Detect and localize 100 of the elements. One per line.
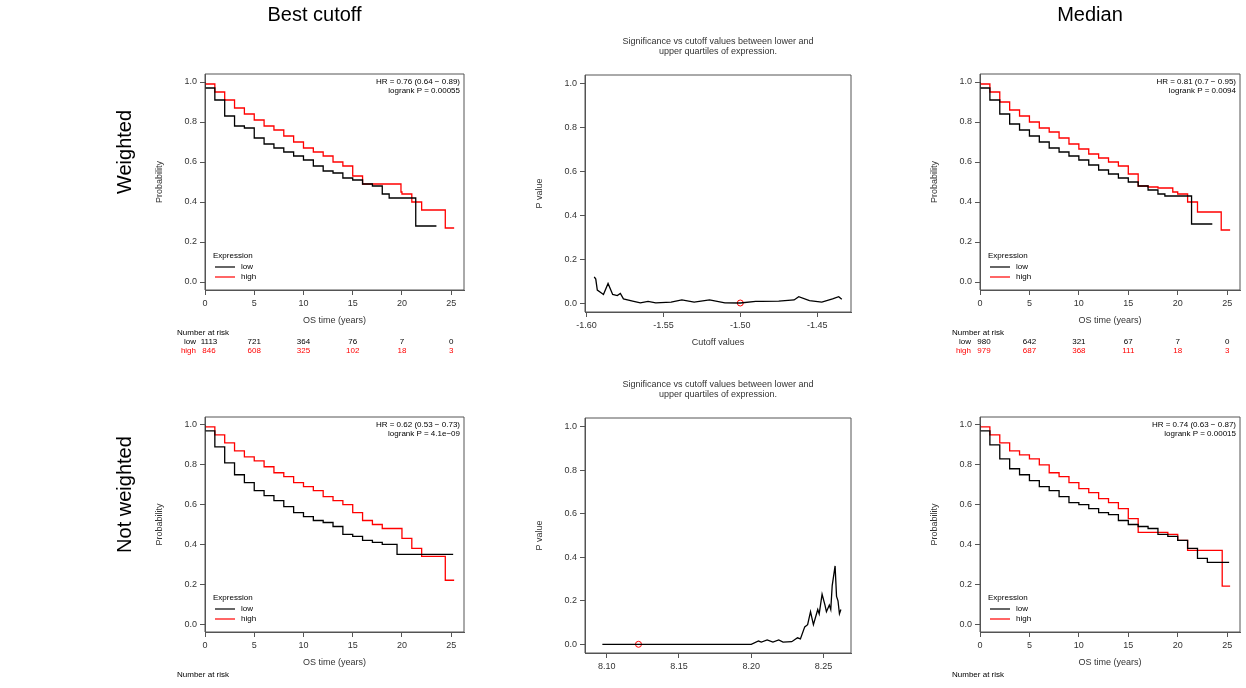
text: high 979 687 368 111 18 3 [955,346,1230,356]
y-tick-label: 0.0 [959,618,972,629]
y-tick-label: 1.0 [564,421,577,432]
y-tick-label: 0.8 [959,459,972,470]
legend-label: high [241,614,257,624]
legend-label: high [1016,272,1032,282]
x-tick-label: 5 [251,639,257,650]
y-tick-label: 0.6 [564,166,577,177]
y-axis-title: Probability [928,503,939,546]
legend-title: Expression [213,593,253,603]
y-axis-title: P value [533,178,544,209]
y-tick-label: 0.4 [184,538,197,549]
y-tick-label: 0.2 [959,578,972,589]
y-axis-title: P value [533,520,544,551]
y-tick-label: 0.6 [564,508,577,519]
y-tick-label: 0.2 [184,236,197,247]
y-tick-label: 0.4 [959,538,972,549]
text: Weighted [112,109,135,195]
annotation: HR = 0.81 (0.7 − 0.95) [1156,77,1237,87]
x-tick-label: 0 [202,297,208,308]
x-tick-label: 15 [1123,639,1134,650]
x-tick-label: 25 [1222,297,1233,308]
x-axis-title: Cutoff values [691,337,745,348]
chart-title: Significance vs cutoff values between lower and upper quartiles of expression. [622,36,814,57]
chart-title: Median [1057,2,1123,25]
y-tick-label: 1.0 [184,419,197,430]
text: Number at risk [952,328,1006,338]
x-tick-label: 15 [347,297,358,308]
y-tick-label: 0.6 [959,156,972,167]
x-tick-label: -1.45 [806,319,828,330]
text: high 846 608 325 102 18 3 [180,346,454,356]
x-tick-label: 25 [446,297,457,308]
text: low 1113 721 364 76 7 0 [183,337,454,347]
x-tick-label: 15 [1123,297,1134,308]
y-tick-label: 0.8 [564,122,577,133]
y-tick-label: 0.0 [564,638,577,649]
annotation: HR = 0.74 (0.63 − 0.87) [1151,420,1237,430]
text: low 980 642 321 67 7 0 [958,337,1230,347]
x-tick-label: 10 [1073,297,1084,308]
x-tick-label: 0 [977,639,983,650]
y-tick-label: 0.4 [564,209,577,220]
x-tick-label: 10 [1073,639,1084,650]
y-axis-title: Probability [153,503,164,546]
legend-label: high [1016,614,1032,624]
y-tick-label: 0.4 [184,196,197,207]
y-tick-label: 1.0 [184,76,197,87]
annotation: logrank P = 0.00055 [388,86,461,96]
x-tick-label: 20 [396,297,407,308]
x-tick-label: 15 [347,639,358,650]
y-tick-label: 1.0 [959,76,972,87]
legend-label: low [241,604,254,614]
y-tick-label: 0.8 [564,464,577,475]
x-tick-label: 10 [298,297,309,308]
legend-title: Expression [988,251,1028,261]
y-axis-title: Probability [928,160,939,204]
y-tick-label: 0.4 [564,551,577,562]
legend-title: Expression [213,251,253,261]
y-tick-label: 0.2 [959,236,972,247]
legend-label: low [1016,262,1029,272]
x-tick-label: 20 [396,639,407,650]
x-axis-title: OS time (years) [1078,315,1142,326]
legend-label: low [241,262,254,272]
x-tick-label: -1.50 [730,319,751,330]
x-tick-label: 5 [1026,297,1032,308]
x-tick-label: 0 [977,297,983,308]
x-tick-label: 0 [202,639,208,650]
annotation: logrank P = 0.0094 [1168,86,1237,96]
text: Number at risk [177,328,231,338]
y-tick-label: 0.8 [184,116,197,127]
x-tick-label: 5 [251,297,257,308]
x-tick-label: 25 [1222,639,1233,650]
x-tick-label: 8.25 [814,660,833,671]
y-tick-label: 0.8 [184,459,197,470]
legend-title: Expression [988,593,1028,603]
x-tick-label: 20 [1172,639,1183,650]
text: Number at risk [952,670,1006,680]
x-axis-title: OS time (years) [302,315,367,326]
x-tick-label: -1.55 [653,319,674,330]
x-tick-label: 10 [298,639,309,650]
y-tick-label: 0.6 [959,499,972,510]
annotation: logrank P = 0.00015 [1164,429,1237,439]
annotation: HR = 0.62 (0.53 − 0.73) [375,420,461,430]
y-tick-label: 0.6 [184,499,197,510]
y-tick-label: 0.2 [564,253,577,264]
chart-title: Significance vs cutoff values between lower and upper quartiles of expression. [622,379,814,400]
legend-label: high [241,272,257,282]
x-tick-label: 20 [1172,297,1183,308]
text: Number at risk [177,670,231,680]
x-tick-label: 8.15 [670,660,688,671]
annotation: HR = 0.76 (0.64 − 0.89) [375,77,461,87]
y-axis-title: Probability [153,160,164,204]
y-tick-label: 0.8 [959,116,972,127]
y-tick-label: 0.0 [184,276,197,287]
chart-title: Best cutoff [267,2,362,25]
y-tick-label: 0.2 [184,578,197,589]
x-tick-label: 5 [1026,639,1032,650]
y-tick-label: 0.0 [959,276,972,287]
x-tick-label: 8.10 [597,660,616,671]
annotation: logrank P = 4.1e−09 [388,429,461,439]
x-tick-label: -1.60 [576,319,597,330]
